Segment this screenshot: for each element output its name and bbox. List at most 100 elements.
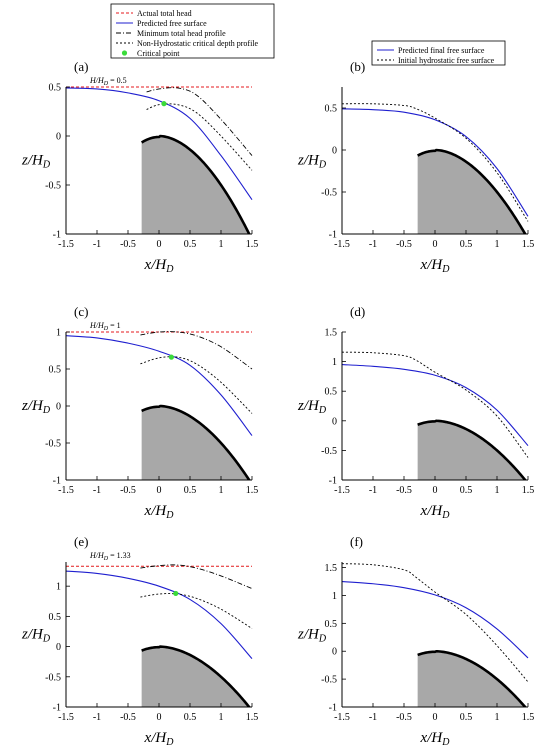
y-axis-label: z/HD	[21, 398, 51, 416]
series-line-predicted-final-free-surface	[342, 364, 529, 447]
x-axis-label-sub: D	[441, 264, 450, 275]
critical-point-marker	[161, 101, 167, 107]
y-tick-label: -1	[53, 703, 61, 714]
x-axis-label: x/HD	[420, 503, 451, 521]
panel-label: (e)	[74, 534, 88, 549]
x-tick-label: -0.5	[120, 239, 136, 250]
y-axis-label: z/HD	[297, 153, 327, 171]
y-tick-label: 1.5	[325, 563, 338, 574]
x-axis-label-sub: D	[165, 510, 174, 521]
x-tick-label: 0.5	[184, 485, 197, 496]
series-line-minimum-total-head-profile	[140, 331, 253, 370]
y-axis-label-sub: D	[318, 160, 327, 171]
legend-label: Predicted free surface	[137, 19, 207, 28]
x-tick-label: 0	[433, 239, 438, 250]
weir-body	[417, 150, 528, 234]
series-line-predicted-free-surface	[66, 335, 253, 436]
x-tick-label: 1	[219, 485, 224, 496]
head-ratio-sub: D	[103, 556, 109, 562]
panel-e: -1.5 -1 -0.5 0 0.5 1 1.5-1-0.500.51x/HDz/HD(e)…	[21, 534, 258, 748]
x-tick-label: -1.5	[334, 239, 350, 250]
weir-crest-outline	[141, 404, 251, 480]
y-tick-label: -0.5	[321, 446, 337, 457]
x-tick-label: -1.5	[58, 712, 74, 723]
weir-crest-outline	[417, 148, 527, 234]
panel-label: (c)	[74, 304, 88, 319]
x-tick-label: 0.5	[184, 712, 197, 723]
panel-label: (d)	[350, 304, 365, 319]
x-tick-label: 0.5	[184, 239, 197, 250]
y-tick-label: 0.5	[49, 365, 62, 376]
x-tick-label: -0.5	[120, 712, 136, 723]
x-tick-label: 1	[219, 712, 224, 723]
x-axis-label: x/HD	[144, 730, 175, 748]
panel-b: -1.5 -1 -0.5 0 0.5 1 1.5-1-0.500.5x/HDz/HD(b)	[297, 59, 534, 275]
head-ratio-sub: D	[103, 326, 109, 332]
x-tick-label: -1	[369, 712, 377, 723]
head-ratio-value: = 0.5	[108, 76, 127, 85]
weir-body	[141, 646, 252, 707]
panels: -1.5 -1 -0.5 0 0.5 1 1.5-1-0.500.5x/HDz/HD(a)H…	[21, 59, 534, 748]
y-tick-label: 0	[56, 402, 61, 413]
series-line-initial-hydrostatic-free-surface	[342, 563, 529, 683]
y-tick-label: 1	[56, 328, 61, 339]
x-tick-label: -1.5	[58, 239, 74, 250]
head-ratio-label: H/HD = 1.33	[89, 551, 131, 562]
plot-area	[342, 103, 529, 234]
series-line-initial-hydrostatic-free-surface	[342, 351, 529, 458]
y-tick-label: -1	[329, 476, 337, 487]
y-tick-label: 0	[56, 132, 61, 143]
series-line-minimum-total-head-profile	[146, 87, 253, 156]
y-tick-label: 0	[332, 647, 337, 658]
y-tick-label: 0.5	[325, 104, 338, 115]
y-axis-label: z/HD	[21, 627, 51, 645]
x-tick-label: 1	[495, 485, 500, 496]
y-tick-label: 1.5	[325, 328, 338, 339]
y-tick-label: 0.5	[325, 619, 338, 630]
x-tick-label: -0.5	[396, 239, 412, 250]
y-axis-label-sub: D	[42, 160, 51, 171]
panel-label: (a)	[74, 59, 88, 74]
y-axis-label-sub: D	[42, 634, 51, 645]
legend-marker-critical-point	[121, 50, 128, 56]
legend-label: Minimum total head profile	[137, 29, 226, 38]
x-tick-label: 1.5	[246, 712, 259, 723]
weir-crest-outline	[140, 134, 251, 234]
y-tick-label: -0.5	[45, 181, 61, 192]
x-tick-label: 1	[495, 239, 500, 250]
x-tick-label: 1.5	[246, 485, 259, 496]
y-tick-label: 1	[332, 357, 337, 368]
weir-crest-outline	[417, 649, 527, 707]
y-tick-label: -0.5	[321, 675, 337, 686]
panel-d: -1.5 -1 -0.5 0 0.5 1 1.5-1-0.500.511.5x/HDz/HD…	[297, 304, 534, 521]
x-axis-label-sub: D	[165, 737, 174, 748]
y-tick-label: 0.5	[49, 612, 62, 623]
x-axis-label-sub: D	[441, 510, 450, 521]
x-tick-label: 1.5	[522, 239, 535, 250]
x-tick-label: -1.5	[334, 712, 350, 723]
legend-label: Predicted final free surface	[398, 46, 485, 55]
x-tick-label: -1	[93, 239, 101, 250]
head-ratio-value: = 1.33	[108, 551, 131, 560]
plot-area	[66, 564, 253, 707]
y-tick-label: 0.5	[49, 83, 62, 94]
x-tick-label: -1	[93, 485, 101, 496]
weir-crest-outline	[141, 645, 251, 707]
y-tick-label: -1	[53, 476, 61, 487]
x-tick-label: 1.5	[522, 712, 535, 723]
x-tick-label: 0.5	[460, 239, 473, 250]
y-tick-label: -0.5	[45, 672, 61, 683]
plot-area	[66, 86, 253, 234]
x-tick-label: 0.5	[460, 712, 473, 723]
series-line-predicted-free-surface	[66, 87, 253, 201]
x-axis-label-sub: D	[441, 737, 450, 748]
x-axis-label: x/HD	[420, 730, 451, 748]
panel-label: (f)	[350, 534, 363, 549]
y-axis-label: z/HD	[297, 398, 327, 416]
x-tick-label: 0.5	[460, 485, 473, 496]
x-tick-label: 1.5	[246, 239, 259, 250]
series-line-predicted-free-surface	[66, 570, 253, 660]
y-axis-label-sub: D	[42, 405, 51, 416]
